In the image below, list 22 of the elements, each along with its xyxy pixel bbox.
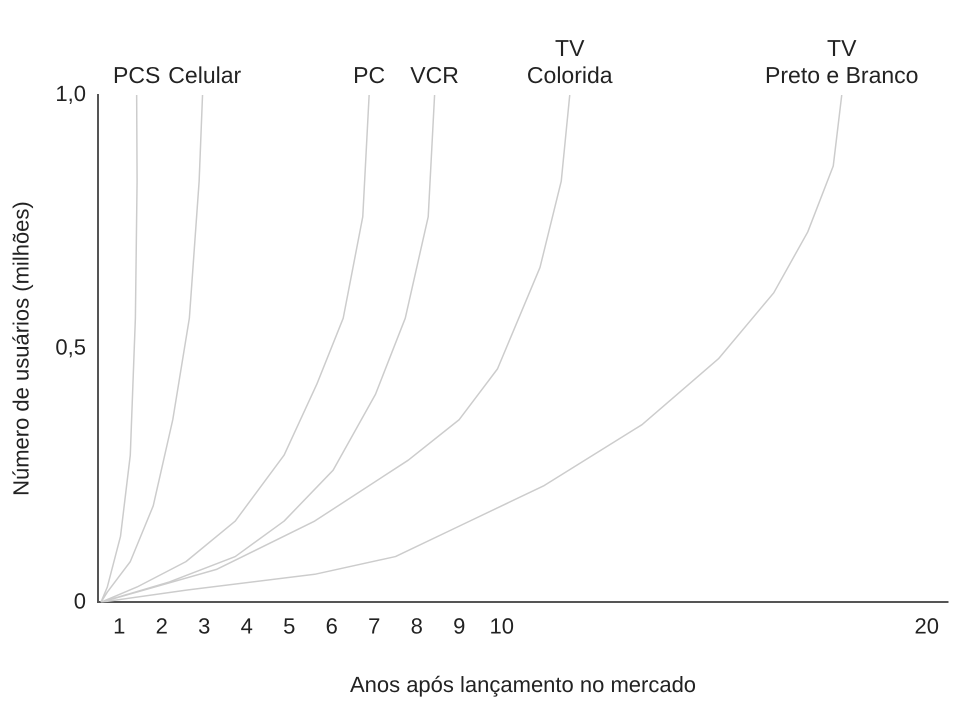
x-tick-label: 9 (453, 613, 466, 638)
x-tick-label: 5 (283, 613, 296, 638)
series-label: TV Preto e Branco (765, 35, 918, 88)
y-tick-label: 1,0 (55, 81, 86, 106)
x-tick-label: 4 (240, 613, 253, 638)
x-tick-label: 10 (490, 613, 514, 638)
x-tick-label: 8 (410, 613, 423, 638)
x-tick-label: 1 (113, 613, 126, 638)
series-label: PCS (113, 62, 160, 88)
series-label: TV Colorida (526, 35, 613, 88)
x-tick-label: 7 (368, 613, 380, 638)
x-tick-label: 20 (914, 613, 939, 638)
x-tick-label: 3 (198, 613, 210, 638)
y-tick-label: 0,5 (55, 334, 86, 360)
x-axis-title: Anos após lançamento no mercado (350, 672, 696, 697)
x-tick-label: 6 (326, 613, 338, 638)
x-tick-label: 2 (156, 613, 168, 638)
series-label: VCR (410, 62, 459, 88)
series-label: Celular (168, 62, 242, 88)
y-tick-label: 0 (74, 588, 86, 614)
series-label: PC (353, 62, 386, 88)
y-axis-title: Número de usuários (milhões) (8, 201, 34, 496)
